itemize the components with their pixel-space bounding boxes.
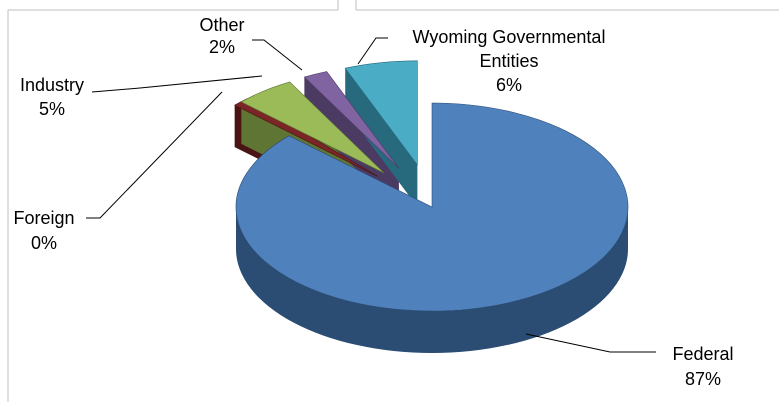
label-wyoming-name-2: Entities xyxy=(479,51,538,71)
label-federal-name: Federal xyxy=(672,344,733,364)
label-federal-value: 87% xyxy=(685,369,721,389)
slice-federal xyxy=(235,102,629,312)
label-other-value: 2% xyxy=(209,37,235,57)
leader-line-federal xyxy=(525,333,656,353)
slice-other xyxy=(303,71,400,169)
label-industry-value: 5% xyxy=(39,99,65,119)
slices-layer xyxy=(234,60,629,353)
slice-side-federal xyxy=(236,207,628,353)
leader-line-industry xyxy=(91,75,263,93)
label-foreign-value: 0% xyxy=(31,233,57,253)
label-wyoming-name-1: Wyoming Governmental xyxy=(413,27,606,47)
leader-line-wyoming xyxy=(357,37,388,65)
label-industry-name: Industry xyxy=(20,75,84,95)
slice-industry xyxy=(240,81,385,174)
leader-line-other xyxy=(252,39,303,71)
leader-line-foreign xyxy=(86,91,223,219)
slice-wyoming-governmental-entities xyxy=(344,60,418,166)
slice-cut-a-wyoming-governmental-entities xyxy=(345,68,418,207)
label-foreign-name: Foreign xyxy=(13,208,74,228)
label-other-name: Other xyxy=(199,15,244,35)
label-wyoming-value: 6% xyxy=(496,75,522,95)
